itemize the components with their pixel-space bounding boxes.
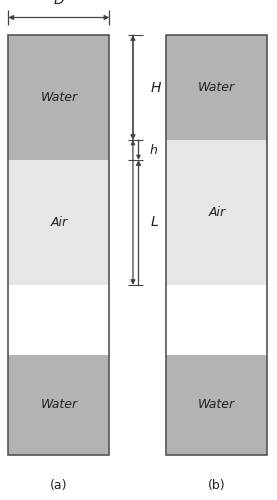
Text: L: L: [151, 216, 159, 230]
Text: Water: Water: [198, 398, 235, 411]
Text: D: D: [53, 0, 64, 8]
Bar: [166, 35, 267, 140]
Bar: [8, 35, 109, 455]
Text: Water: Water: [40, 398, 78, 411]
Text: (b): (b): [208, 478, 225, 492]
Bar: [166, 35, 267, 455]
Bar: [8, 35, 109, 455]
Text: Air: Air: [208, 206, 225, 219]
Text: Air: Air: [50, 216, 67, 229]
Bar: [8, 160, 109, 285]
Text: Water: Water: [198, 81, 235, 94]
Bar: [8, 355, 109, 455]
Text: Water: Water: [40, 91, 78, 104]
Bar: [8, 35, 109, 160]
Text: h: h: [150, 144, 157, 156]
Bar: [166, 355, 267, 455]
Text: (a): (a): [50, 478, 68, 492]
Text: H: H: [151, 80, 161, 94]
Bar: [166, 35, 267, 455]
Bar: [166, 140, 267, 285]
